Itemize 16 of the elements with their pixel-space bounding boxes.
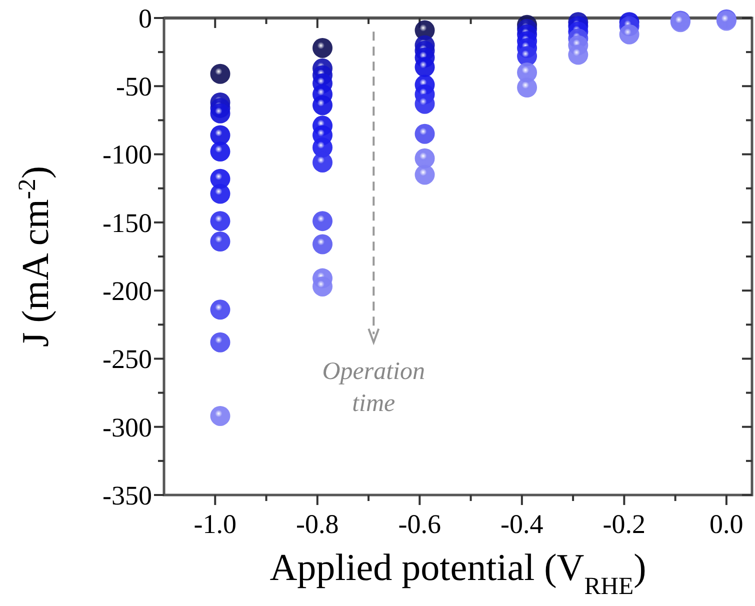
x-tick-label: -1.0 [194, 509, 237, 539]
x-axis-title: Applied potential (V$_{RHE}$) [270, 547, 646, 600]
x-tick-label: -0.6 [398, 509, 442, 539]
x-tick-label: -0.2 [602, 509, 646, 539]
y-tick-label: -50 [116, 72, 152, 102]
x-tick-label: -0.8 [296, 509, 339, 539]
y-tick-label: 0 [138, 3, 152, 34]
y-tick-label: -150 [102, 208, 152, 238]
y-tick-label: -250 [102, 344, 152, 374]
x-tick-label: -0.4 [500, 509, 544, 539]
y-tick-label: -200 [102, 276, 152, 306]
annotation: Operation time [322, 358, 426, 418]
x-tick-label: 0.0 [710, 509, 744, 539]
y-tick-label: -350 [102, 480, 152, 510]
y-tick-label: -300 [102, 412, 152, 442]
y-tick-label: -100 [102, 140, 152, 170]
